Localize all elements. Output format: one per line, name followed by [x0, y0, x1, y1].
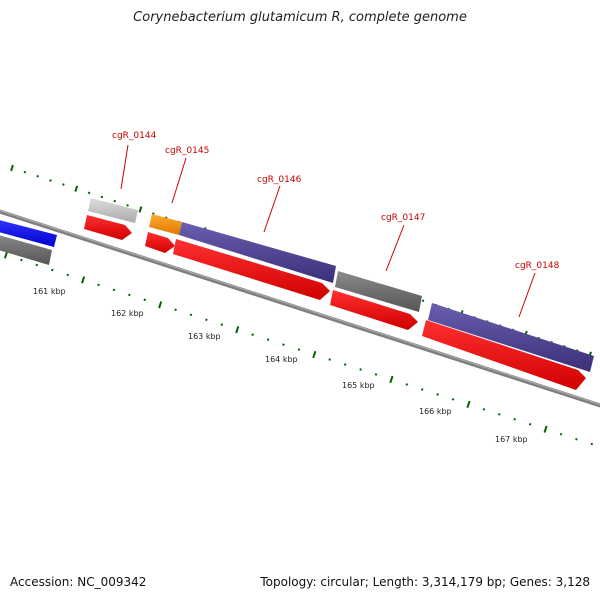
scale-tick [158, 301, 163, 309]
scale-tick [343, 363, 347, 366]
scale-tick [3, 251, 9, 259]
outer-tick [138, 206, 143, 213]
scale-tick [543, 425, 548, 433]
scale-tick [20, 258, 23, 262]
scale-tick [143, 298, 147, 302]
gene-cgR-0148-feature[interactable] [428, 303, 594, 372]
scale-tick [312, 350, 317, 359]
scale-tick [128, 293, 131, 297]
kbp-label: 164 kbp [265, 355, 298, 364]
callout-line [518, 272, 536, 318]
gene-cgR-0145-feature[interactable] [149, 214, 182, 235]
scale-tick [297, 348, 301, 351]
kbp-label: 162 kbp [111, 309, 144, 318]
scale-tick [590, 442, 594, 446]
outer-tick [49, 179, 52, 182]
cds-cgR-0147-arrow[interactable] [330, 290, 418, 330]
scale-tick [498, 413, 501, 416]
scale-tick [220, 323, 224, 326]
gene-cgR-0146-feature[interactable] [179, 222, 336, 283]
gene-gray-inner-feature[interactable] [0, 234, 52, 265]
cds-cgR-0148-arrow[interactable] [422, 320, 586, 390]
scale-tick [528, 422, 532, 426]
scale-tick [112, 288, 116, 292]
scale-tick [282, 343, 285, 346]
outer-tick [23, 170, 27, 174]
scale-tick [189, 313, 193, 317]
outer-tick [87, 191, 91, 195]
gene-cgR-0144-feature[interactable] [88, 198, 138, 223]
outer-tick [62, 183, 65, 186]
scale-tick [50, 268, 54, 272]
gene-callouts: cgR_0144 cgR_0145 cgR_0146 cgR_0147 cgR_… [112, 131, 560, 318]
outer-tick [36, 174, 39, 178]
scale-tick [436, 393, 439, 396]
gene-label-cgR-0144[interactable]: cgR_0144 [112, 131, 157, 141]
gene-cgR-0147-feature[interactable] [335, 271, 422, 312]
callout-line [171, 157, 187, 204]
scale-tick [389, 375, 394, 384]
kbp-label: 161 kbp [33, 287, 66, 296]
genome-backbone [0, 209, 600, 408]
scale-tick [266, 338, 270, 341]
scale-tick [174, 308, 177, 312]
outer-tick [126, 204, 129, 207]
callout-line [263, 185, 281, 233]
genome-stats-label: Topology: circular; Length: 3,314,179 bp… [260, 575, 590, 589]
scale-tick [97, 283, 100, 287]
scale-tick [205, 318, 208, 322]
scale-tick [374, 373, 378, 376]
callout-line [385, 224, 405, 272]
outer-tick [74, 185, 79, 192]
kbp-label: 166 kbp [419, 407, 452, 416]
cds-cgR-0145-arrow[interactable] [145, 232, 175, 253]
scale-tick [420, 388, 424, 391]
kbp-label: 165 kbp [342, 381, 375, 390]
cds-cgR-0146-arrow[interactable] [173, 239, 330, 300]
cds-cgR-0144-arrow[interactable] [84, 215, 132, 240]
outer-gene-track [0, 198, 594, 372]
scale-tick [513, 417, 516, 421]
accession-label: Accession: NC_009342 [10, 575, 147, 589]
scale-tick [451, 398, 455, 401]
kbp-label: 167 kbp [495, 435, 528, 444]
gene-label-cgR-0148[interactable]: cgR_0148 [515, 261, 560, 271]
outer-tick [113, 199, 117, 203]
scale-labels: 161 kbp 162 kbp 163 kbp 164 kbp 165 kbp … [33, 287, 528, 444]
scale-tick [482, 408, 486, 411]
scale-tick [575, 437, 578, 441]
kbp-label: 163 kbp [188, 332, 221, 341]
outer-tick [421, 299, 425, 303]
outer-tick [152, 212, 155, 215]
scale-tick-ring [3, 251, 594, 446]
gene-label-cgR-0146[interactable]: cgR_0146 [257, 175, 302, 185]
outer-tick [100, 195, 104, 199]
gene-blue-feature[interactable] [0, 219, 57, 247]
scale-tick [66, 273, 69, 277]
gene-label-cgR-0147[interactable]: cgR_0147 [381, 213, 425, 223]
scale-tick [466, 400, 471, 409]
scale-tick [328, 358, 331, 361]
scale-tick [235, 326, 240, 334]
scale-tick [35, 263, 39, 267]
outer-tick [10, 164, 14, 172]
scale-tick [81, 276, 86, 284]
inner-gene-track [0, 215, 586, 390]
map-title: Corynebacterium glutamicum R, complete g… [133, 10, 467, 25]
scale-tick [251, 333, 254, 336]
gene-label-cgR-0145[interactable]: cgR_0145 [165, 146, 209, 156]
callout-line [120, 144, 129, 190]
genome-backbone-highlight [0, 210, 600, 405]
scale-tick [359, 368, 362, 371]
scale-tick [559, 432, 563, 436]
scale-tick [405, 383, 409, 386]
